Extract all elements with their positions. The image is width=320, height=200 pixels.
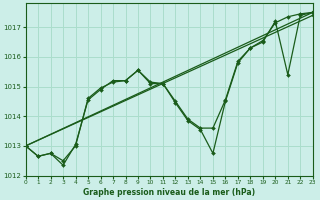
X-axis label: Graphe pression niveau de la mer (hPa): Graphe pression niveau de la mer (hPa) xyxy=(83,188,255,197)
